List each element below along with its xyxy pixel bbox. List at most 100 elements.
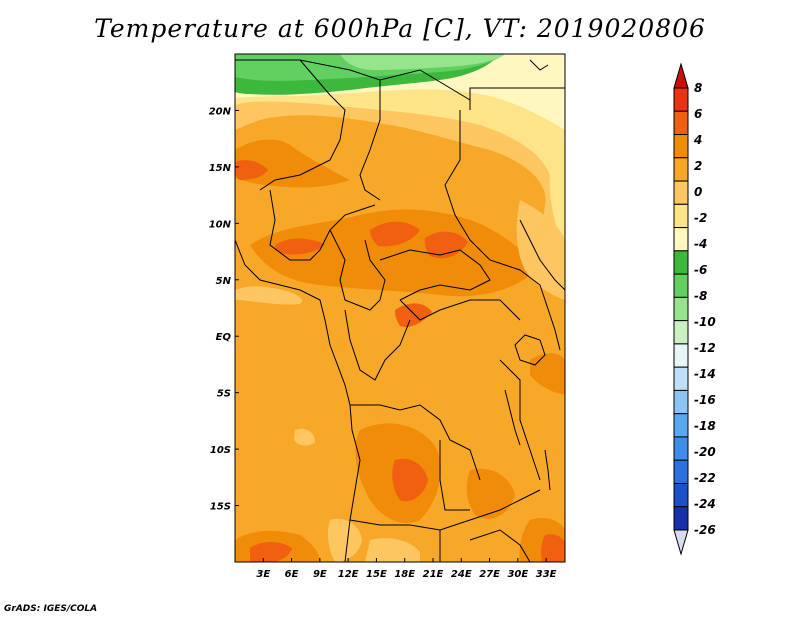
border-nigeria — [269, 189, 376, 261]
colorbar-label: -12 — [694, 341, 716, 355]
colorbar-box — [673, 459, 689, 484]
colorbar-box — [673, 389, 689, 415]
field-patch-6-8-central-d — [395, 303, 432, 328]
coast-west-africa — [235, 239, 361, 562]
border-south-sudan — [469, 239, 546, 301]
x-tick-label: 24E — [451, 569, 472, 580]
x-tick-label: 18E — [394, 569, 415, 580]
field-patch-6-8-southwest — [250, 542, 292, 562]
colorbar-label: -20 — [694, 445, 716, 459]
colorbar-label: 2 — [694, 159, 702, 173]
border-kenya — [544, 299, 561, 351]
colorbar-label: -26 — [694, 523, 716, 537]
lake-victoria — [514, 334, 546, 366]
map-title: Temperature at 600hPa [C], VT: 201902080… — [94, 14, 706, 43]
colorbar-label: 6 — [694, 107, 702, 121]
colorbar-box — [673, 87, 689, 112]
y-tick-label: 15S — [210, 502, 231, 513]
x-tick-label: 21E — [423, 569, 444, 580]
field-patch-6-8-central-c — [424, 231, 468, 259]
colorbar-label: -14 — [694, 367, 716, 381]
field-patch-4-6-southeast — [466, 468, 515, 519]
colorbar-box — [673, 436, 689, 461]
field-patch-warmer-west — [235, 160, 268, 180]
y-tick-label: 10N — [209, 219, 232, 230]
field-patch-6-8-central-a — [275, 238, 325, 255]
y-tick-label: 10S — [210, 445, 231, 456]
x-tick-label: 15E — [366, 569, 387, 580]
colorbar-box — [673, 227, 689, 252]
colorbar-box — [673, 482, 689, 508]
temperature-field — [235, 54, 565, 562]
colorbar-bottom-triangle — [673, 529, 689, 556]
colorbar-label: -6 — [694, 263, 707, 277]
colorbar-label: -10 — [694, 315, 716, 329]
x-tick-label: 30E — [507, 569, 528, 580]
lake-tanganyika — [504, 389, 521, 446]
x-tick-label: 6E — [285, 569, 299, 580]
border-niger-chad — [359, 80, 381, 201]
field-patch-6-8-southeast-corner — [541, 534, 565, 562]
grads-credit: GrADS: IGES/COLA — [4, 604, 98, 614]
y-axis-ticks: 20N 15N 10N 5N EQ 5S 10S 15S — [209, 106, 239, 513]
y-tick-label: 20N — [209, 106, 232, 117]
colorbar-label: 4 — [693, 133, 702, 147]
colorbar-box — [673, 157, 689, 182]
y-tick-label: 5N — [216, 276, 232, 287]
field-patch-4-6-east — [530, 353, 565, 395]
colorbar-label: -4 — [694, 237, 707, 251]
colorbar-label: -18 — [694, 419, 716, 433]
colorbar-box — [673, 250, 689, 275]
border-car — [379, 249, 491, 301]
x-axis-ticks: 3E 6E 9E 12E 15E 18E 21E 24E 27E 30E 33E — [256, 558, 557, 580]
border-drc-north — [399, 299, 521, 321]
boundaries — [235, 59, 565, 562]
colorbar-label: 0 — [694, 185, 702, 199]
colorbar-box — [673, 273, 689, 298]
colorbar-label: -8 — [694, 289, 707, 303]
colorbar-box — [673, 506, 689, 531]
border-drc-angola — [350, 404, 481, 481]
field-band-minus10-minus8 — [340, 54, 505, 70]
border-zambia-south — [439, 489, 541, 531]
border-angola-namibia — [349, 519, 441, 531]
y-tick-label: 5S — [217, 389, 231, 400]
border-cameroon — [329, 229, 386, 311]
colorbar-box — [673, 413, 689, 438]
colorbar-box — [673, 203, 689, 229]
red-sea-coast — [529, 59, 549, 71]
field-patch-warm-west — [235, 139, 350, 188]
border-tanzania — [499, 359, 541, 481]
lake-malawi — [544, 449, 551, 491]
x-tick-label: 33E — [536, 569, 557, 580]
field-band-0-2-east — [516, 200, 565, 300]
colorbar-box — [673, 180, 689, 205]
border-congo — [344, 309, 411, 381]
colorbar-label: -24 — [694, 497, 716, 511]
map-frame — [234, 53, 566, 563]
border-chad-sudan — [444, 110, 471, 241]
field-band-4-6-central — [250, 209, 540, 297]
x-tick-label: 9E — [313, 569, 327, 580]
colorbar-box — [673, 110, 689, 136]
border-zimbabwe — [469, 529, 531, 562]
field-band-minus2-0 — [235, 54, 565, 250]
colorbar-top-triangle — [673, 62, 689, 89]
y-tick-label: 15N — [209, 163, 232, 174]
colorbar-label: -2 — [694, 211, 707, 225]
field-patch-0-2-southcentral — [365, 538, 420, 562]
field-patch-0-2-west-a — [294, 428, 315, 446]
border-north-africa — [235, 59, 565, 110]
border-mali-niger — [259, 59, 346, 191]
colorbar-box — [673, 296, 689, 322]
colorbar-box — [673, 320, 689, 345]
colorbar-box — [673, 134, 689, 159]
field-patch-0-2-south — [327, 518, 362, 562]
x-tick-label: 12E — [338, 569, 359, 580]
field-patch-6-8-central-b — [370, 221, 420, 247]
colorbar-label: -16 — [694, 393, 716, 407]
colorbar-box — [673, 366, 689, 391]
colorbar-box — [673, 343, 689, 368]
